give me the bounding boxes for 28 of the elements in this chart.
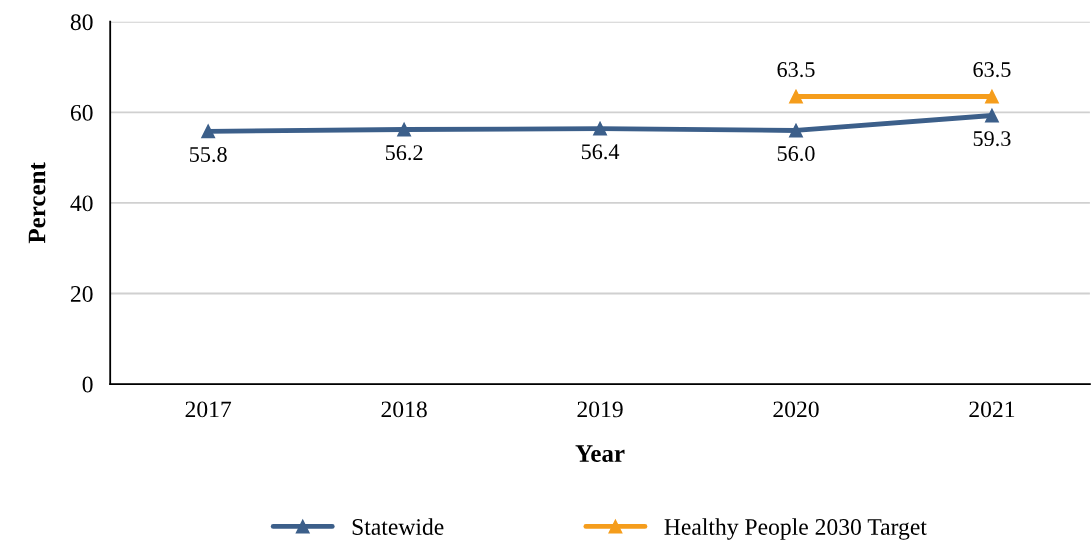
y-tick-label: 60 xyxy=(70,104,93,121)
legend-label: Statewide xyxy=(352,518,444,535)
y-tick-label: 0 xyxy=(82,376,93,393)
x-tick-label: 2017 xyxy=(185,401,232,418)
data-label: 59.3 xyxy=(973,131,1011,147)
point xyxy=(593,121,607,136)
x-tick-label: 2018 xyxy=(381,401,427,418)
point xyxy=(984,108,999,123)
y-tick-label: 80 xyxy=(70,14,93,31)
data-label: 63.5 xyxy=(973,62,1011,78)
data-label: 56.4 xyxy=(581,144,620,160)
data-label: 55.8 xyxy=(190,146,227,163)
data-label: 56.0 xyxy=(777,146,815,162)
x-tick-label: 2019 xyxy=(577,401,623,418)
point xyxy=(201,124,216,139)
point xyxy=(789,123,803,138)
x-tick-label: 2020 xyxy=(773,401,819,418)
y-tick-label: 20 xyxy=(70,285,93,302)
x-tick-label: 2021 xyxy=(969,401,1015,418)
legend-label: Healthy People 2030 Target xyxy=(664,518,927,540)
y-tick-label: 40 xyxy=(70,195,93,212)
data-label: 63.5 xyxy=(777,62,815,78)
point xyxy=(397,122,412,137)
y-axis-title: Percent xyxy=(28,162,46,244)
point xyxy=(789,89,803,104)
point xyxy=(984,89,999,104)
x-axis-title: Year xyxy=(575,445,625,462)
data-label: 56.2 xyxy=(385,145,423,161)
